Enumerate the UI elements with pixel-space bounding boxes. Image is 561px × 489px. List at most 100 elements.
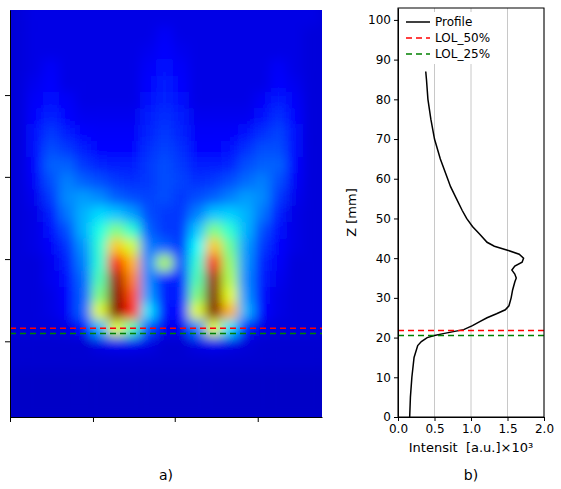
- heatmap-cell: [205, 303, 222, 320]
- heatmap-cell: [303, 59, 320, 76]
- heatmap-cell: [26, 10, 43, 11]
- heatmap-cell: [26, 384, 43, 401]
- heatmap-cell: [189, 10, 206, 27]
- heatmap-cell: [303, 270, 320, 287]
- tick-mark: [5, 177, 10, 178]
- heatmap-cell: [75, 303, 92, 320]
- heatmap-cell: [140, 173, 157, 190]
- heatmap-cell: [75, 254, 92, 271]
- tick-mark: [394, 60, 398, 61]
- heatmap-cell: [91, 254, 108, 271]
- heatmap-cell: [270, 270, 287, 287]
- heatmap-cell: [319, 124, 322, 141]
- heatmap-cell: [10, 140, 27, 157]
- heatmap-cell: [108, 173, 125, 190]
- heatmap-cell: [75, 287, 92, 304]
- heatmap-cell: [222, 140, 239, 157]
- heatmap-cell: [270, 384, 287, 401]
- tick-label: 60: [376, 172, 391, 186]
- tick-label: 100: [368, 13, 391, 27]
- heatmap-cell: [43, 222, 60, 239]
- tick-mark: [258, 417, 259, 422]
- heatmap-cell: [287, 368, 304, 385]
- heatmap-cell: [10, 43, 27, 60]
- plot-frame: [398, 8, 544, 417]
- heatmap-cell: [254, 384, 271, 401]
- heatmap-cell: [205, 254, 222, 271]
- heatmap-cell: [156, 10, 173, 27]
- heatmap-cell: [254, 10, 271, 27]
- heatmap-cell: [270, 91, 287, 108]
- heatmap-cell: [10, 173, 27, 190]
- heatmap-cell: [287, 10, 304, 11]
- heatmap-cell: [26, 157, 43, 174]
- heatmap-cell: [43, 10, 60, 27]
- heatmap-cells: [10, 10, 322, 417]
- heatmap-cell: [303, 140, 320, 157]
- heatmap-cell: [91, 303, 108, 320]
- heatmap-cell: [222, 43, 239, 60]
- heatmap-cell: [189, 124, 206, 141]
- heatmap-cell: [303, 368, 320, 385]
- heatmap-cell: [319, 10, 322, 27]
- heatmap-cell: [287, 303, 304, 320]
- tick-label: 70: [376, 132, 391, 146]
- heatmap-cell: [108, 124, 125, 141]
- heatmap-cell: [108, 10, 125, 11]
- heatmap-cell: [91, 43, 108, 60]
- tick: 60: [376, 172, 398, 186]
- heatmap-cell: [205, 238, 222, 255]
- heatmap-cell: [238, 108, 255, 125]
- heatmap-cell: [254, 270, 271, 287]
- heatmap-cell: [173, 336, 190, 353]
- heatmap-cell: [319, 75, 322, 92]
- heatmap-cell: [205, 140, 222, 157]
- heatmap-cell: [319, 189, 322, 206]
- tick: [5, 259, 10, 260]
- profile-line: [410, 72, 524, 417]
- heatmap-cell: [140, 254, 157, 271]
- heatmap-cell: [189, 59, 206, 76]
- heatmap-cell: [303, 157, 320, 174]
- heatmap-cell: [173, 287, 190, 304]
- heatmap-cell: [319, 384, 322, 401]
- heatmap-cell: [254, 222, 271, 239]
- heatmap-cell: [173, 140, 190, 157]
- heatmap-cell: [287, 140, 304, 157]
- heatmap-cell: [287, 157, 304, 174]
- tick: 20: [376, 331, 398, 345]
- heatmap-cell: [75, 75, 92, 92]
- heatmap-cell: [43, 26, 60, 43]
- heatmap-cell: [75, 189, 92, 206]
- heatmap-cell: [173, 10, 190, 27]
- heatmap-cell: [303, 124, 320, 141]
- heatmap-cell: [59, 26, 76, 43]
- heatmap-cell: [10, 75, 27, 92]
- heatmap-cell: [124, 59, 141, 76]
- heatmap-cell: [10, 368, 27, 385]
- heatmap-cell: [156, 26, 173, 43]
- heatmap-cell: [140, 10, 157, 11]
- heatmap-cell: [26, 173, 43, 190]
- heatmap-cell: [319, 173, 322, 190]
- heatmap-cell: [108, 43, 125, 60]
- heatmap-cell: [189, 384, 206, 401]
- heatmap-cell: [222, 10, 239, 27]
- tick: [175, 417, 176, 422]
- heatmap-cell: [270, 368, 287, 385]
- heatmap-cell: [189, 254, 206, 271]
- heatmap-cell: [222, 352, 239, 369]
- heatmap-cell: [173, 270, 190, 287]
- heatmap-cell: [319, 287, 322, 304]
- heatmap-cell: [10, 91, 27, 108]
- heatmap-cell: [238, 157, 255, 174]
- heatmap-cell: [140, 10, 157, 27]
- tick: 10: [376, 371, 398, 385]
- heatmap-cell: [270, 10, 287, 27]
- heatmap-cell: [303, 189, 320, 206]
- heatmap-cell: [222, 222, 239, 239]
- heatmap-cell: [43, 352, 60, 369]
- tick-mark: [394, 377, 398, 378]
- heatmap-cell: [254, 352, 271, 369]
- heatmap-cell: [124, 189, 141, 206]
